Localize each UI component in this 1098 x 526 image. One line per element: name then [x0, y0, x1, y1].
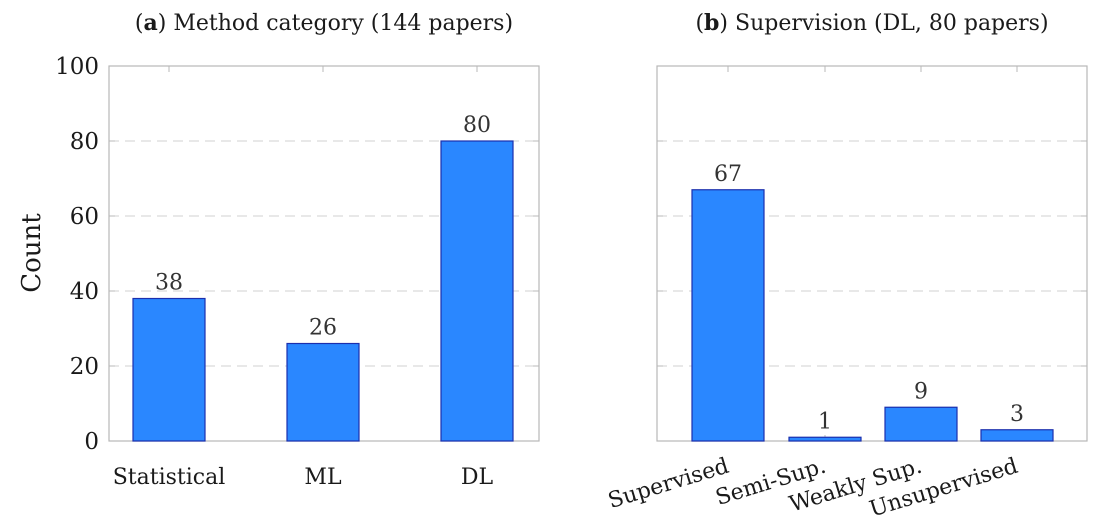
panel-b: (b) Supervision (DL, 80 papers) 67 Supervi…: [605, 10, 1088, 522]
panel-title-close-paren: ): [719, 11, 735, 36]
bar-value-label: 26: [309, 316, 337, 341]
y-tick-label: 0: [84, 429, 99, 455]
panel-title-text: Supervision (DL, 80 papers): [735, 11, 1049, 36]
bar: [980, 429, 1054, 442]
x-category-label: Statistical: [113, 465, 226, 490]
panel-title: (a) Method category (144 papers): [135, 10, 513, 36]
bar: [788, 436, 862, 442]
y-tick-label: 40: [70, 279, 99, 305]
bar-value-label: 3: [1010, 402, 1024, 427]
y-tick-label: 100: [55, 54, 99, 80]
plot-frame: [656, 65, 1088, 442]
bar-value-label: 38: [155, 271, 183, 296]
panel-title-text: Method category (144 papers): [173, 11, 513, 36]
x-category-label: DL: [461, 465, 494, 490]
bar-value-label: 9: [914, 379, 928, 404]
bar-value-label: 1: [818, 409, 832, 434]
panel-title-close-paren: ): [158, 11, 174, 36]
panel-title-open-paren: (: [135, 11, 144, 36]
x-category-label: ML: [304, 465, 342, 490]
y-tick-label: 80: [70, 129, 99, 155]
bar: [132, 297, 206, 442]
y-axis-title: Count: [17, 213, 47, 293]
panel-title: (b) Supervision (DL, 80 papers): [695, 10, 1048, 36]
bar: [286, 342, 360, 442]
panel-title-open-paren: (: [695, 11, 704, 36]
panel-a: (a) Method category (144 papers) 0 20 40 60 8…: [55, 10, 540, 490]
bar: [884, 406, 958, 442]
bar: [440, 140, 514, 442]
y-tick-label: 20: [70, 354, 99, 380]
y-tick-label: 60: [70, 204, 99, 230]
bar: [691, 189, 765, 442]
bar-value-label: 67: [714, 162, 742, 187]
x-category-label: Supervised: [605, 454, 732, 514]
panel-letter: a: [144, 10, 158, 36]
bar-value-label: 80: [463, 113, 491, 138]
panel-letter: b: [704, 10, 719, 36]
